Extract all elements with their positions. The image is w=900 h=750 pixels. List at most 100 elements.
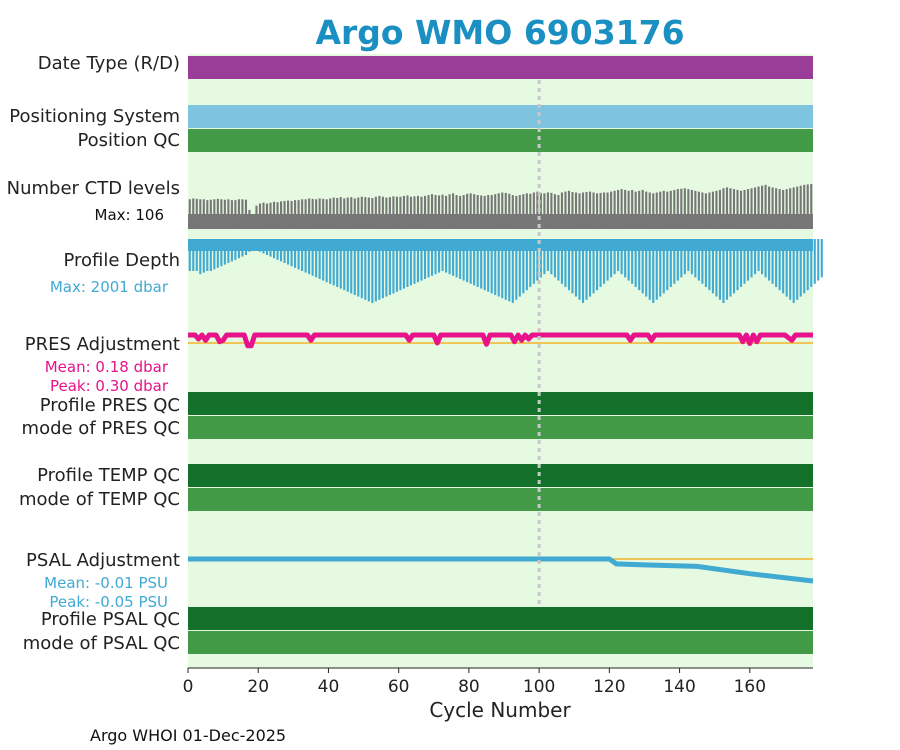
depth-bar: [248, 239, 251, 252]
depth-bar: [251, 239, 255, 249]
depth-bar: [385, 239, 388, 297]
depth-bar: [810, 239, 813, 287]
ctd-bar: [192, 198, 195, 229]
ctd-bar: [241, 199, 244, 229]
ctd-bar: [430, 194, 434, 229]
ctd-bar: [739, 190, 743, 229]
ctd-bar: [466, 193, 469, 229]
depth-bar: [276, 239, 279, 260]
ctd-bar: [620, 189, 623, 229]
ctd-bar: [585, 192, 588, 229]
ctd-bar: [697, 191, 700, 229]
ctd-bar: [409, 196, 413, 229]
ctd-bar: [279, 201, 283, 229]
depth-bar: [304, 239, 307, 273]
ctd-bar: [564, 191, 567, 229]
ctd-bar: [687, 189, 690, 229]
depth-bar: [631, 239, 634, 284]
ctd-bar: [515, 195, 518, 229]
ctd-bar: [427, 195, 430, 229]
label-ctd-levels: Number CTD levels: [7, 178, 180, 199]
ctd-bar: [483, 195, 486, 229]
depth-bar: [244, 239, 247, 255]
depth-bar: [329, 239, 332, 284]
ctd-bar: [216, 198, 219, 229]
depth-bar: [697, 239, 700, 281]
depth-bar: [494, 239, 497, 295]
ctd-bar: [782, 189, 785, 229]
depth-bar: [757, 239, 760, 271]
ctd-bar: [441, 194, 444, 229]
depth-bar: [690, 239, 693, 275]
depth-bar: [501, 239, 504, 299]
depth-bar: [799, 239, 802, 297]
depth-bar: [388, 239, 391, 295]
ctd-bar: [803, 184, 806, 229]
label-profile-pres-qc: Profile PRES QC: [40, 395, 180, 416]
ctd-bar: [701, 192, 704, 229]
depth-bar: [237, 239, 240, 259]
ctd-bar: [662, 190, 665, 229]
depth-bar: [473, 239, 476, 286]
depth-bar: [220, 239, 223, 267]
ctd-bar: [459, 195, 462, 229]
depth-bar: [241, 239, 244, 257]
ctd-bar: [406, 195, 409, 229]
depth-bar: [683, 239, 686, 275]
depth-bar: [768, 239, 771, 281]
ctd-bar: [768, 186, 771, 229]
ctd-bar: [188, 199, 191, 229]
depth-bar: [560, 239, 563, 284]
depth-bar: [718, 239, 722, 300]
depth-bar: [287, 239, 290, 265]
depth-bar: [550, 239, 553, 275]
depth-bar: [645, 239, 648, 297]
x-tick-label: 100: [523, 677, 555, 697]
depth-bar: [574, 239, 578, 297]
depth-bar: [406, 239, 409, 287]
ctd-bar: [395, 196, 398, 229]
depth-bar: [792, 239, 795, 303]
ctd-bar: [448, 194, 451, 229]
depth-bar: [441, 239, 444, 271]
depth-bar: [434, 239, 437, 275]
depth-bar: [701, 239, 704, 284]
ctd-bar: [367, 197, 370, 229]
depth-bar: [336, 239, 339, 287]
ctd-bar: [416, 195, 420, 229]
positioning-system-band: [188, 105, 813, 128]
ctd-bar: [764, 184, 767, 229]
depth-bar: [655, 239, 658, 300]
row-labels: Date Type (R/D) Positioning System Posit…: [7, 53, 180, 654]
ctd-bar: [438, 195, 441, 229]
label-mode-pres-qc: mode of PRES QC: [22, 418, 180, 439]
depth-bar: [269, 239, 272, 257]
ctd-bar: [209, 199, 212, 229]
label-position-qc: Position QC: [77, 130, 180, 151]
ctd-bar: [648, 192, 651, 229]
mode-pres-qc-band: [188, 416, 813, 439]
ctd-bar: [771, 187, 774, 229]
depth-bar: [438, 239, 441, 273]
ctd-bar: [627, 190, 630, 229]
ctd-bar: [392, 196, 395, 229]
ctd-bar: [220, 199, 223, 229]
depth-bar: [480, 239, 483, 289]
depth-bar: [216, 239, 219, 268]
ctd-bar: [332, 197, 335, 229]
depth-bar: [571, 239, 574, 294]
depth-bar: [371, 239, 374, 303]
depth-bar: [761, 239, 764, 275]
ctd-bar: [283, 200, 286, 229]
depth-bar: [722, 239, 725, 303]
depth-bar: [806, 239, 809, 291]
label-pres-mean: Mean: 0.18 dbar: [45, 358, 169, 376]
profile-pres-qc-band: [188, 392, 813, 415]
depth-bar: [476, 239, 479, 287]
ctd-bar: [385, 197, 388, 229]
depth-bar: [708, 239, 711, 291]
depth-bar: [782, 239, 785, 294]
ctd-bar: [525, 193, 528, 229]
label-profile-psal-qc: Profile PSAL QC: [41, 609, 180, 630]
x-tick-label: 140: [663, 677, 695, 697]
